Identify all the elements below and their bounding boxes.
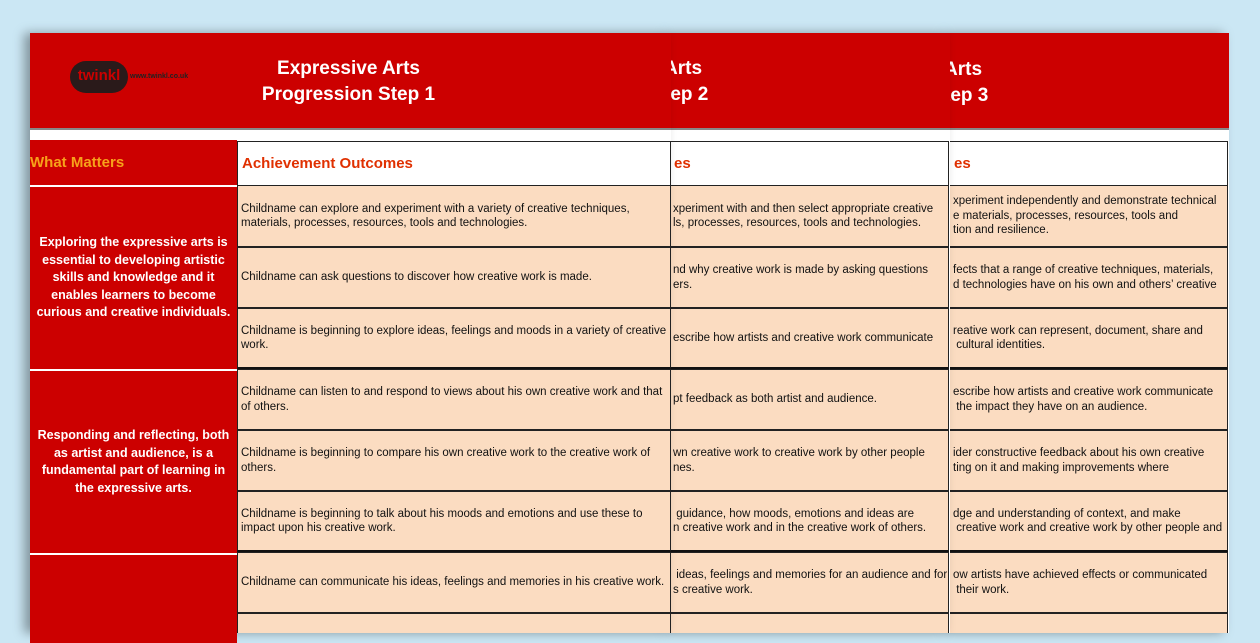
achievement-outcome-cell — [237, 613, 671, 633]
achievement-outcome-cell: nowledge, experience and understanding t… — [950, 613, 1228, 633]
achievement-outcome-cell: ider constructive feedback about his own… — [950, 430, 1228, 491]
page-title: Expressive Arts Progression Step 1 — [261, 58, 436, 105]
achievement-outcome-cell: ideas, feelings and memories for an audi… — [670, 552, 949, 613]
page-header: twinkl www.twinkl.co.uk — [30, 33, 671, 130]
what-matters-statement: Exploring the expressive arts is essenti… — [30, 185, 237, 369]
column-header: Achievement Outcomes — [237, 141, 671, 186]
achievement-outcome-cell: Childname can explore and experiment wit… — [237, 185, 671, 247]
achievement-outcome-cell: xperiment with and then select appropria… — [670, 185, 949, 247]
achievement-outcome-cell: Childname can communicate his ideas, fee… — [237, 552, 671, 613]
achievement-outcome-cell: Childname is beginning to explore ideas,… — [237, 308, 671, 369]
what-matters-header: What Matters — [30, 140, 237, 185]
what-matters-statement: Responding and reflecting, both as artis… — [30, 369, 237, 553]
achievement-outcome-cell: pt feedback as both artist and audience. — [670, 369, 949, 430]
achievement-outcome-cell: wn creative work to creative work by oth… — [670, 430, 949, 491]
achievement-outcome-cell: Childname can ask questions to discover … — [237, 247, 671, 308]
page-step-3: Arts tep 3 es xperiment independently an… — [950, 33, 1229, 633]
achievement-outcome-cell: dge and understanding of context, and ma… — [950, 491, 1228, 552]
achievement-outcome-cell: escribe how artists and creative work co… — [950, 369, 1228, 430]
page-header — [950, 33, 1229, 130]
what-matters-statement — [30, 553, 237, 643]
achievement-outcome-cell — [670, 613, 949, 633]
achievement-outcome-cell: Childname is beginning to talk about his… — [237, 491, 671, 552]
achievement-outcome-cell: Childname can listen to and respond to v… — [237, 369, 671, 430]
website-url: www.twinkl.co.uk — [130, 73, 189, 80]
page-title: Arts tep 2 — [670, 58, 709, 105]
achievement-outcome-cell: ow artists have achieved effects or comm… — [950, 552, 1228, 613]
achievement-outcome-cell: guidance, how moods, emotions and ideas … — [670, 491, 949, 552]
achievement-outcome-cell: Childname is beginning to compare his ow… — [237, 430, 671, 491]
achievement-outcome-cell: nd why creative work is made by asking q… — [670, 247, 949, 308]
page-step-1: twinkl www.twinkl.co.uk Expressive Arts … — [30, 33, 671, 633]
page-header — [670, 33, 950, 130]
twinkl-logo: twinkl — [70, 61, 128, 93]
achievement-outcome-cell: fects that a range of creative technique… — [950, 247, 1228, 308]
what-matters-column: What Matters Exploring the expressive ar… — [30, 140, 237, 643]
achievement-outcome-cell: escribe how artists and creative work co… — [670, 308, 949, 369]
page-title: Arts tep 3 — [950, 59, 989, 106]
column-header: es — [670, 141, 949, 186]
column-header: es — [950, 141, 1228, 186]
achievement-outcome-cell: reative work can represent, document, sh… — [950, 308, 1228, 369]
achievement-outcome-cell: xperiment independently and demonstrate … — [950, 185, 1228, 247]
page-step-2: Arts tep 2 es xperiment with and then se… — [670, 33, 950, 633]
